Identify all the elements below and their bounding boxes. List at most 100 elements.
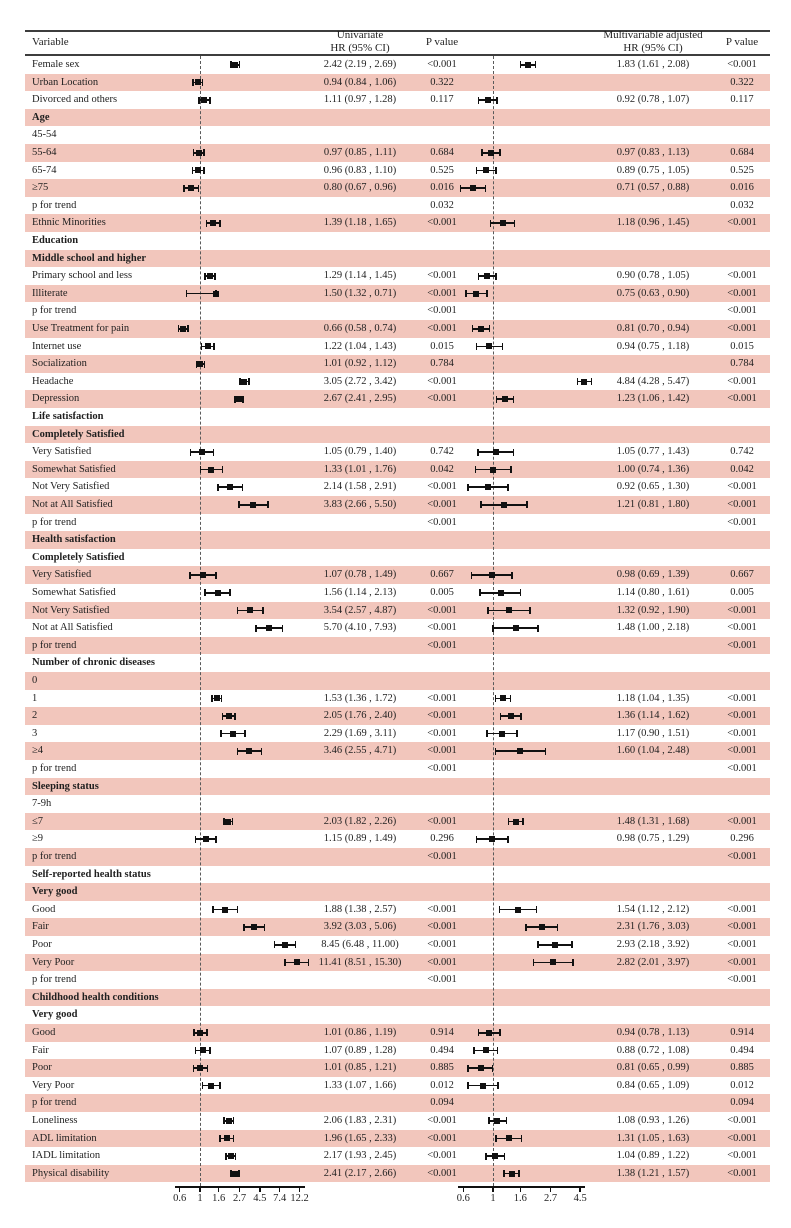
multivariable-axis-tick-label: 4.5 bbox=[573, 1193, 587, 1204]
multivariable-hr-text: 1.17 (0.90 , 1.51) bbox=[616, 727, 690, 739]
univariate-p-value: <0.001 bbox=[427, 375, 457, 387]
univariate-ci-cap-low bbox=[212, 906, 214, 914]
univariate-axis-tick-label: 1 bbox=[197, 1193, 203, 1204]
multivariable-ci-cap-high bbox=[571, 941, 573, 949]
multivariable-point-estimate-marker bbox=[512, 818, 519, 825]
row-label: Self-reported health status bbox=[32, 868, 151, 880]
univariate-hr-text: 1.11 (0.97 , 1.28) bbox=[323, 94, 397, 106]
univariate-p-value: <0.001 bbox=[427, 323, 457, 334]
multivariable-point-estimate-marker bbox=[485, 484, 492, 491]
univariate-ci-cap-low bbox=[236, 747, 238, 755]
table-row-stripe bbox=[25, 566, 770, 584]
univariate-ci-cap-high bbox=[215, 571, 217, 579]
univariate-hr-text: 1.07 (0.78 , 1.49) bbox=[323, 569, 397, 581]
univariate-p-value: <0.001 bbox=[427, 622, 457, 634]
univariate-ci-cap-low bbox=[191, 166, 194, 174]
multivariable-ci-cap-low bbox=[494, 747, 497, 755]
multivariable-ci-cap-low bbox=[487, 606, 489, 614]
multivariable-ci-cap-high bbox=[495, 166, 497, 174]
table-row-stripe bbox=[25, 179, 770, 197]
multivariable-point-estimate-marker bbox=[507, 713, 514, 719]
row-label: Very Poor bbox=[32, 1079, 75, 1091]
univariate-ci-cap-high bbox=[229, 589, 231, 597]
multivariable-axis-tick bbox=[549, 1186, 552, 1192]
univariate-ci-cap-high bbox=[241, 483, 244, 491]
row-label: ≥4 bbox=[32, 745, 44, 757]
multivariable-hr-text: 0.88 (0.72 , 1.08) bbox=[616, 1044, 690, 1056]
multivariable-point-estimate-marker bbox=[488, 836, 495, 843]
table-row-stripe bbox=[25, 284, 770, 303]
univariate-ci-cap-high bbox=[238, 61, 241, 69]
univariate-hr-text: 1.53 (1.36 , 1.72) bbox=[323, 692, 397, 704]
multivariable-ci-cap-low bbox=[481, 149, 483, 157]
multivariable-point-estimate-marker bbox=[517, 748, 524, 755]
univariate-ci-cap-low bbox=[201, 1082, 204, 1090]
multivariable-p-value: <0.001 bbox=[727, 59, 757, 70]
univariate-p-value: 0.032 bbox=[430, 199, 454, 211]
univariate-p-value: <0.001 bbox=[427, 639, 457, 651]
multivariable-ci-cap-high bbox=[503, 1152, 506, 1160]
univariate-hr-text: 0.66 (0.58 , 0.74) bbox=[323, 323, 397, 334]
univariate-hr-text: 2.14 (1.58 , 2.91) bbox=[323, 481, 397, 493]
multivariable-point-estimate-marker bbox=[485, 97, 492, 103]
univariate-point-estimate-marker bbox=[247, 607, 254, 614]
univariate-axis-tick bbox=[259, 1186, 261, 1192]
univariate-ci-cap-low bbox=[221, 712, 224, 720]
univariate-ci-cap-high bbox=[232, 1117, 235, 1125]
multivariable-ci-cap-high bbox=[512, 448, 515, 456]
multivariable-point-estimate-marker bbox=[499, 220, 506, 227]
multivariable-ci-cap-low bbox=[525, 923, 527, 931]
multivariable-ci-cap-high bbox=[496, 1046, 499, 1054]
multivariable-p-value: 0.032 bbox=[730, 199, 754, 211]
multivariable-point-estimate-marker bbox=[512, 625, 519, 631]
univariate-point-estimate-marker bbox=[195, 149, 202, 156]
univariate-point-estimate-marker bbox=[225, 818, 232, 825]
multivariable-p-value: <0.001 bbox=[727, 622, 757, 634]
row-label: Very Satisfied bbox=[32, 569, 92, 581]
univariate-ci-cap-low bbox=[219, 1134, 221, 1142]
univariate-p-value: 0.012 bbox=[430, 1079, 454, 1091]
univariate-point-estimate-marker bbox=[229, 730, 236, 737]
column-header-pvalue-univariate: P value bbox=[425, 36, 459, 48]
univariate-ci-cap-high bbox=[206, 1064, 209, 1072]
row-label: Fair bbox=[32, 921, 49, 933]
multivariable-p-value: 0.525 bbox=[730, 164, 754, 176]
univariate-point-estimate-marker bbox=[180, 325, 187, 332]
multivariable-point-estimate-marker bbox=[479, 1082, 486, 1089]
row-label: ≤7 bbox=[32, 815, 44, 827]
univariate-hr-text: 1.50 (1.32 , 0.71) bbox=[323, 287, 397, 299]
table-row-stripe bbox=[25, 1024, 770, 1042]
row-label: Urban Location bbox=[32, 76, 99, 88]
multivariable-p-value: <0.001 bbox=[727, 815, 757, 827]
univariate-ci-cap-low bbox=[194, 1046, 197, 1054]
multivariable-p-value: <0.001 bbox=[727, 305, 757, 317]
reference-line-univariate bbox=[200, 56, 201, 1186]
multivariable-ci-cap-high bbox=[520, 1134, 523, 1142]
row-label: Completely Satisfied bbox=[32, 428, 125, 440]
row-label: Health satisfaction bbox=[32, 534, 116, 546]
univariate-p-value: <0.001 bbox=[427, 939, 457, 950]
row-label: p for trend bbox=[32, 974, 77, 986]
univariate-p-value: <0.001 bbox=[427, 604, 457, 616]
table-row-stripe bbox=[25, 425, 770, 444]
multivariable-p-value: 0.005 bbox=[730, 587, 754, 598]
univariate-ci-cap-high bbox=[234, 712, 236, 720]
univariate-p-value: 0.005 bbox=[430, 587, 454, 598]
univariate-p-value: <0.001 bbox=[427, 516, 457, 528]
multivariable-point-estimate-marker bbox=[502, 396, 508, 403]
univariate-point-estimate-marker bbox=[204, 343, 211, 350]
univariate-p-value: 0.322 bbox=[430, 76, 454, 88]
univariate-point-estimate-marker bbox=[241, 378, 248, 385]
univariate-point-estimate-marker bbox=[225, 1117, 232, 1124]
multivariable-p-value: 0.885 bbox=[730, 1062, 754, 1074]
multivariable-ci-cap-low bbox=[474, 466, 477, 474]
univariate-ci-cap-high bbox=[214, 272, 216, 280]
multivariable-ci-cap-high bbox=[499, 149, 501, 157]
univariate-point-estimate-marker bbox=[227, 484, 234, 491]
multivariable-point-estimate-marker bbox=[486, 343, 493, 350]
univariate-ci-cap-high bbox=[212, 448, 215, 456]
table-row-stripe bbox=[25, 812, 770, 831]
univariate-p-value: <0.001 bbox=[427, 903, 457, 915]
row-label: Number of chronic diseases bbox=[32, 657, 155, 669]
multivariable-point-estimate-marker bbox=[499, 730, 506, 737]
